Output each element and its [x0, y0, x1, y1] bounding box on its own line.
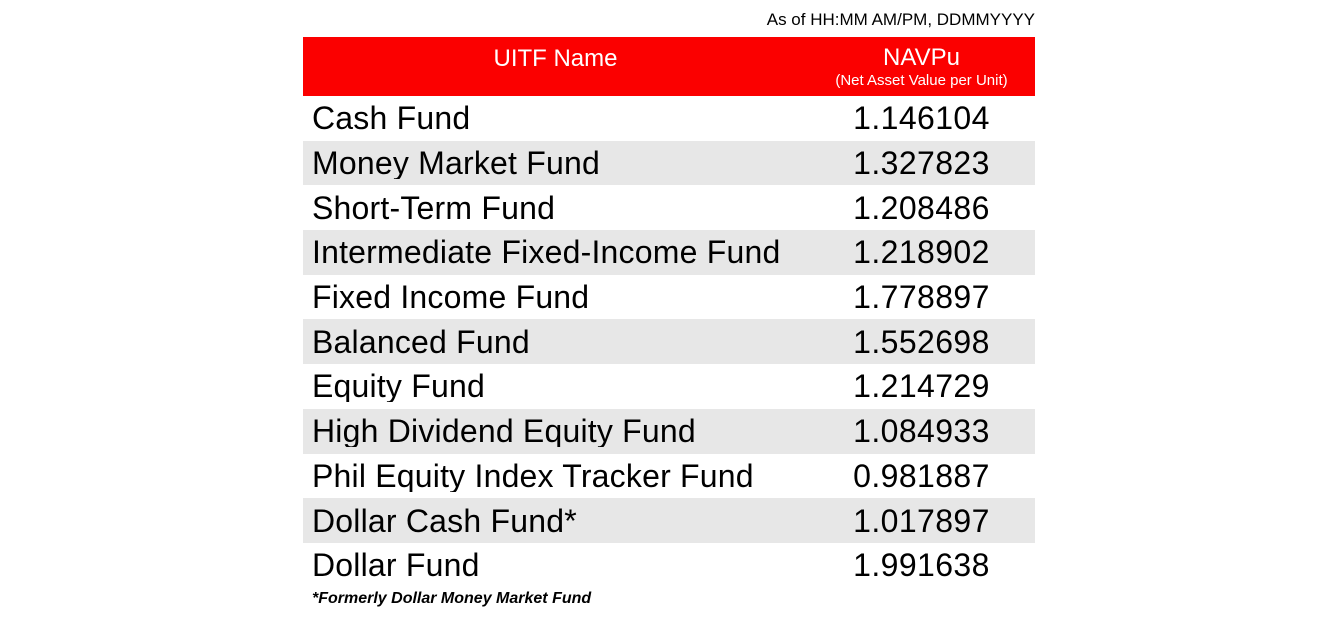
fund-name-cell: Fixed Income Fund	[312, 281, 590, 314]
navpu-value-cell: 1.218902	[853, 234, 990, 271]
column-header-uitf-name: UITF Name	[493, 44, 618, 72]
column-header-navpu: NAVPu (Net Asset Value per Unit)	[808, 37, 1035, 96]
navpu-value-cell: 1.208486	[853, 189, 990, 226]
navpu-table: UITF Name NAVPu (Net Asset Value per Uni…	[303, 37, 1035, 608]
navpu-value-cell: 1.214729	[853, 368, 990, 405]
table-row: Cash Fund 1.146104	[303, 96, 1035, 141]
navpu-value-cell: 1.991638	[853, 547, 990, 584]
table-row: Dollar Fund 1.991638	[303, 543, 1035, 588]
column-header-navpu-subtitle: (Net Asset Value per Unit)	[835, 71, 1008, 89]
navpu-value-cell: 1.327823	[853, 145, 990, 182]
navpu-value-cell: 1.084933	[853, 413, 990, 450]
fund-name-cell: Cash Fund	[312, 102, 471, 135]
footnote: *Formerly Dollar Money Market Fund	[312, 589, 592, 607]
table-row: Phil Equity Index Tracker Fund 0.981887	[303, 454, 1035, 499]
table-row: Balanced Fund 1.552698	[303, 319, 1035, 365]
fund-name-cell: Dollar Cash Fund*	[312, 504, 577, 537]
fund-name-cell: Phil Equity Index Tracker Fund	[312, 459, 754, 492]
table-header-row: UITF Name NAVPu (Net Asset Value per Uni…	[303, 37, 1035, 96]
fund-name-cell: Intermediate Fixed-Income Fund	[312, 236, 781, 269]
fund-name-cell: Money Market Fund	[312, 147, 600, 180]
fund-name-cell: Equity Fund	[312, 370, 485, 403]
column-header-navpu-title: NAVPu	[883, 43, 960, 71]
navpu-value-cell: 1.146104	[853, 100, 990, 137]
table-row: Money Market Fund 1.327823	[303, 140, 1035, 186]
fund-name-cell: High Dividend Equity Fund	[312, 415, 696, 448]
table-row: Equity Fund 1.214729	[303, 364, 1035, 409]
fund-name-cell: Balanced Fund	[312, 325, 530, 358]
table-row: High Dividend Equity Fund 1.084933	[303, 408, 1035, 454]
navpu-value-cell: 1.778897	[853, 279, 990, 316]
table-row: Intermediate Fixed-Income Fund 1.218902	[303, 230, 1035, 275]
navpu-value-cell: 1.017897	[853, 502, 990, 539]
table-row: Fixed Income Fund 1.778897	[303, 275, 1035, 320]
fund-name-cell: Dollar Fund	[312, 549, 480, 582]
table-row: Dollar Cash Fund* 1.017897	[303, 498, 1035, 543]
as-of-timestamp-label: As of HH:MM AM/PM, DDMMYYYY	[766, 10, 1035, 29]
navpu-value-cell: 0.981887	[853, 457, 990, 494]
navpu-value-cell: 1.552698	[853, 323, 990, 360]
fund-name-cell: Short-Term Fund	[312, 191, 556, 224]
table-row: Short-Term Fund 1.208486	[303, 185, 1035, 230]
